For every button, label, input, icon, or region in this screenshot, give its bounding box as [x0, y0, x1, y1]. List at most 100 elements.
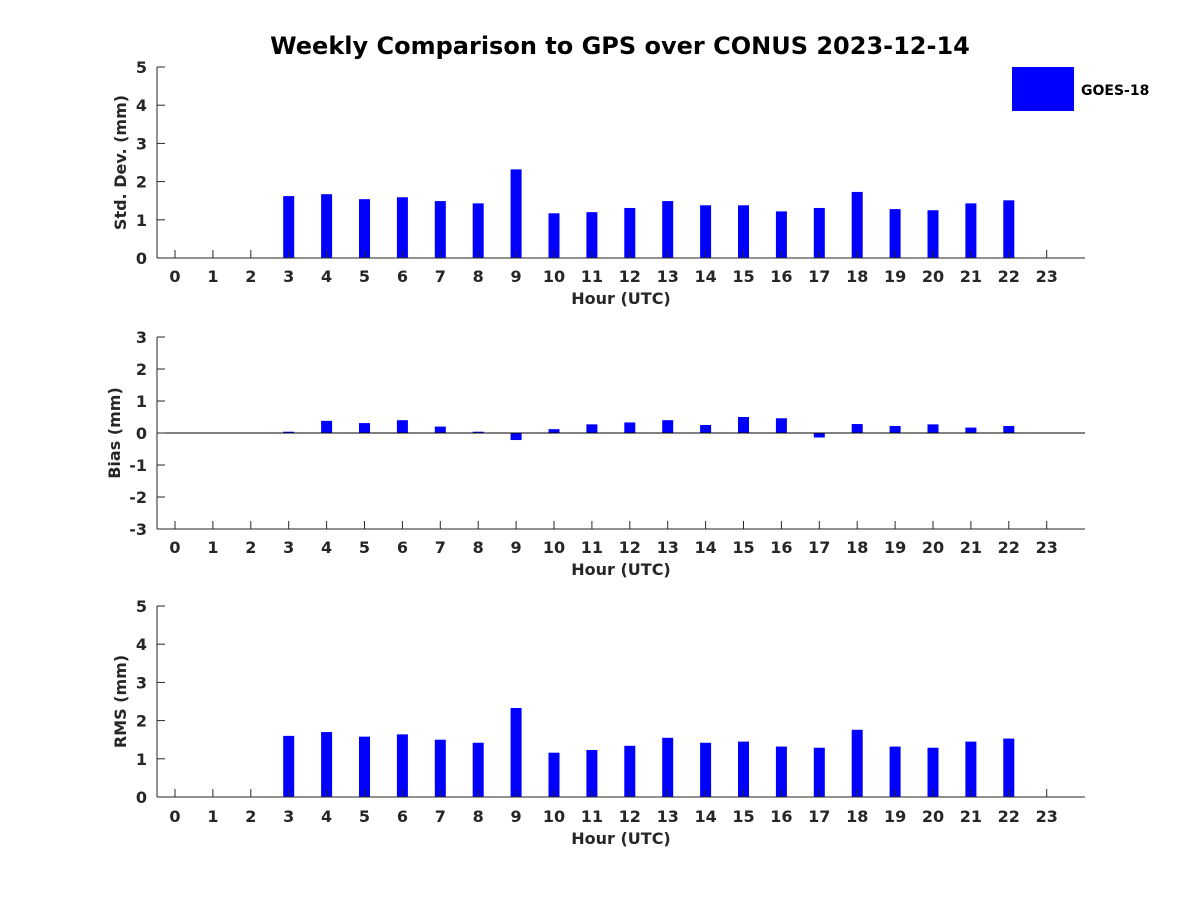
bar-panel3-hour-14 [700, 742, 712, 797]
x-tick-label-3-22: 22 [998, 807, 1020, 826]
bar-panel2-hour-13 [662, 420, 674, 433]
bar-panel3-hour-13 [662, 737, 674, 797]
x-tick-label-1-9: 9 [511, 267, 522, 286]
bar-panel2-hour-4 [321, 420, 333, 433]
x-tick-label-2-22: 22 [998, 538, 1020, 557]
bar-panel2-hour-14 [700, 425, 712, 433]
bar-panel1-hour-7 [434, 201, 446, 258]
bar-panel3-hour-9 [510, 707, 522, 797]
bar-panel3-hour-17 [813, 747, 825, 797]
bar-panel2-hour-8 [472, 431, 484, 433]
y-tick-label-1-2: 2 [136, 173, 147, 192]
x-tick-label-2-14: 14 [694, 538, 716, 557]
bar-panel3-hour-8 [472, 742, 484, 797]
x-tick-label-3-4: 4 [321, 807, 332, 826]
bar-panel1-hour-5 [359, 199, 370, 258]
bar-panel2-hour-7 [434, 426, 446, 433]
x-tick-label-3-12: 12 [619, 807, 641, 826]
x-tick-label-3-1: 1 [207, 807, 218, 826]
bar-panel1-hour-16 [775, 211, 787, 258]
bar-panel1-hour-6 [396, 197, 408, 258]
y-tick-label-3-4: 4 [136, 635, 147, 654]
bar-panel1-hour-21 [965, 203, 977, 258]
x-tick-label-1-16: 16 [770, 267, 792, 286]
y-tick-label-3-1: 1 [136, 750, 147, 769]
x-tick-label-1-23: 23 [1036, 267, 1058, 286]
bar-panel3-hour-20 [927, 747, 939, 797]
x-tick-label-3-7: 7 [435, 807, 446, 826]
bar-panel1-hour-10 [548, 213, 560, 258]
bar-panel3-hour-16 [775, 746, 787, 797]
x-tick-label-3-21: 21 [960, 807, 982, 826]
y-tick-label-2-0: 0 [136, 424, 147, 443]
x-tick-label-3-19: 19 [884, 807, 906, 826]
x-tick-label-2-17: 17 [808, 538, 830, 557]
bar-panel3-hour-15 [738, 741, 749, 797]
y-tick-label-3-5: 5 [136, 597, 147, 616]
bar-panel1-hour-22 [1003, 200, 1015, 258]
legend-label: GOES-18 [1081, 83, 1149, 99]
bar-panel2-hour-18 [851, 424, 863, 433]
x-tick-label-1-1: 1 [207, 267, 218, 286]
x-tick-label-1-13: 13 [657, 267, 679, 286]
bar-panel1-hour-9 [510, 169, 522, 258]
x-tick-label-3-8: 8 [473, 807, 484, 826]
x-tick-label-3-9: 9 [511, 807, 522, 826]
x-tick-label-1-2: 2 [245, 267, 256, 286]
x-tick-label-1-15: 15 [732, 267, 754, 286]
x-axis-label-1: Hour (UTC) [571, 289, 671, 308]
x-tick-label-3-2: 2 [245, 807, 256, 826]
x-tick-label-3-11: 11 [581, 807, 603, 826]
bar-panel2-hour-9 [510, 433, 522, 441]
bar-panel2-hour-16 [775, 418, 787, 433]
x-tick-label-1-22: 22 [998, 267, 1020, 286]
bar-panel2-hour-11 [586, 424, 598, 433]
bar-panel1-hour-19 [889, 209, 901, 258]
x-tick-label-3-23: 23 [1036, 807, 1058, 826]
x-tick-label-2-7: 7 [435, 538, 446, 557]
bar-panel2-hour-19 [889, 425, 901, 433]
x-tick-label-3-17: 17 [808, 807, 830, 826]
bar-panel2-hour-15 [738, 417, 749, 433]
x-tick-label-1-17: 17 [808, 267, 830, 286]
y-tick-label-2--1: -1 [129, 456, 147, 475]
y-tick-label-1-5: 5 [136, 58, 147, 77]
bar-panel1-hour-11 [586, 212, 598, 258]
x-tick-label-3-13: 13 [657, 807, 679, 826]
bar-panel3-hour-11 [586, 750, 598, 797]
x-tick-label-1-6: 6 [397, 267, 408, 286]
bar-panel1-hour-15 [738, 205, 749, 258]
bar-panel2-hour-3 [283, 431, 295, 433]
x-tick-label-2-20: 20 [922, 538, 944, 557]
x-tick-label-1-12: 12 [619, 267, 641, 286]
x-tick-label-2-19: 19 [884, 538, 906, 557]
x-tick-label-2-15: 15 [732, 538, 754, 557]
bar-panel2-hour-22 [1003, 425, 1015, 433]
y-axis-label-3: RMS (mm) [111, 655, 130, 748]
x-tick-label-3-6: 6 [397, 807, 408, 826]
y-tick-label-3-0: 0 [136, 788, 147, 807]
bar-panel2-hour-6 [396, 420, 408, 433]
x-tick-label-2-21: 21 [960, 538, 982, 557]
y-tick-label-2--3: -3 [129, 520, 147, 539]
bar-panel1-hour-17 [813, 207, 825, 258]
x-axis-label-2: Hour (UTC) [571, 560, 671, 579]
x-tick-label-1-5: 5 [359, 267, 370, 286]
x-tick-label-3-16: 16 [770, 807, 792, 826]
x-tick-label-1-4: 4 [321, 267, 332, 286]
bar-panel1-hour-18 [851, 191, 863, 258]
x-tick-label-2-16: 16 [770, 538, 792, 557]
x-tick-label-1-7: 7 [435, 267, 446, 286]
x-tick-label-3-10: 10 [543, 807, 565, 826]
y-tick-label-1-3: 3 [136, 134, 147, 153]
bar-panel1-hour-13 [662, 201, 674, 258]
x-tick-label-1-21: 21 [960, 267, 982, 286]
bar-panel2-hour-10 [548, 429, 560, 433]
bar-panel3-hour-5 [359, 736, 370, 797]
x-tick-label-2-3: 3 [283, 538, 294, 557]
x-tick-label-2-8: 8 [473, 538, 484, 557]
bar-panel3-hour-21 [965, 741, 977, 797]
x-tick-label-1-14: 14 [694, 267, 716, 286]
x-tick-label-1-8: 8 [473, 267, 484, 286]
x-tick-label-2-13: 13 [657, 538, 679, 557]
